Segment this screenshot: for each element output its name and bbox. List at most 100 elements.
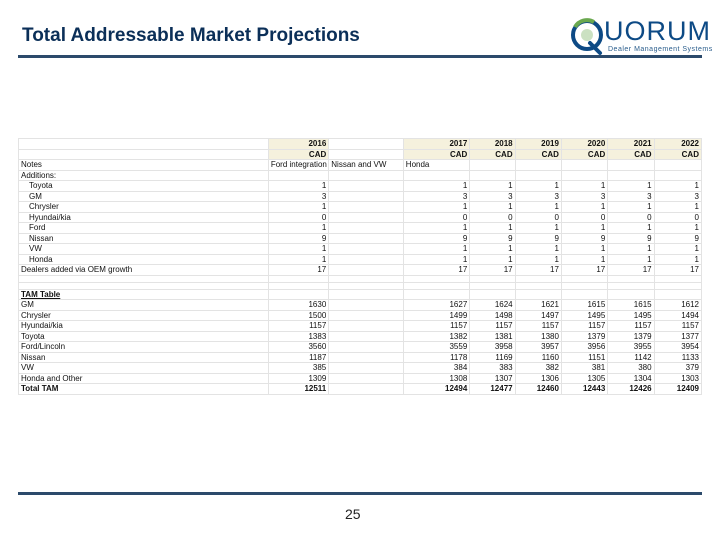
row-label: Chrysler <box>18 201 269 213</box>
additions-label-row: Additions: <box>18 169 703 181</box>
empty-cell <box>328 264 404 276</box>
empty-cell <box>328 281 404 290</box>
empty-cell <box>328 148 404 160</box>
empty-cell <box>607 281 655 290</box>
tam-row: Honda and Other 1309 1308 1307 1306 1305 1304 1… <box>18 372 703 384</box>
empty-cell <box>18 148 269 160</box>
value-cell: 1133 <box>653 351 703 363</box>
value-cell: 17 <box>653 264 703 276</box>
empty-cell <box>328 169 404 181</box>
value-cell: 1 <box>267 222 330 234</box>
additions-row: Chrysler 1 1 1 1 1 1 1 <box>18 201 703 213</box>
tam-row: VW 385 384 383 382 381 380 379 <box>18 362 703 374</box>
row-label: Notes <box>18 159 269 171</box>
value-cell: 1 <box>267 180 330 192</box>
value-cell: 1 <box>560 222 609 234</box>
value-cell: 1494 <box>653 309 703 321</box>
row-label: Ford <box>18 222 269 234</box>
value-cell: 1 <box>514 222 562 234</box>
value-cell: 1 <box>469 180 516 192</box>
year-header: 2020 <box>560 138 609 150</box>
additions-row: GM 3 3 3 3 3 3 3 <box>18 190 703 202</box>
value-cell: 1 <box>653 180 703 192</box>
row-label: Total TAM <box>18 383 269 395</box>
row-label: Additions: <box>18 169 269 181</box>
value-cell: 379 <box>653 362 703 374</box>
value-cell: 12511 <box>267 383 330 395</box>
empty-cell <box>328 341 404 353</box>
currency-header: CAD <box>267 148 330 160</box>
tam-row: Ford/Lincoln 3560 3559 3958 3957 3956 3955 3954 <box>18 341 703 353</box>
row-label: Dealers added via OEM growth <box>18 264 269 276</box>
value-cell: 3 <box>607 190 655 202</box>
value-cell: 1495 <box>560 309 609 321</box>
value-cell: 1157 <box>560 320 609 332</box>
value-cell: 0 <box>267 211 330 223</box>
value-cell: 1 <box>469 201 516 213</box>
value-cell: 1178 <box>402 351 471 363</box>
value-cell: 17 <box>267 264 330 276</box>
quorum-q-icon <box>571 18 603 55</box>
empty-cell <box>328 362 404 374</box>
year-header: 2021 <box>607 138 655 150</box>
empty-cell <box>514 288 562 300</box>
value-cell: 1615 <box>607 299 655 311</box>
spacer-row <box>18 281 703 290</box>
empty-cell <box>469 169 516 181</box>
value-cell: 1309 <box>267 372 330 384</box>
empty-cell <box>267 281 330 290</box>
value-cell: 12443 <box>560 383 609 395</box>
year-header: 2022 <box>653 138 703 150</box>
value-cell: 1 <box>653 253 703 265</box>
tam-label-row: TAM Table <box>18 288 703 300</box>
value-cell: 12494 <box>402 383 471 395</box>
value-cell: 3958 <box>469 341 516 353</box>
value-cell: 3 <box>402 190 471 202</box>
tam-row: Toyota 1383 1382 1381 1380 1379 1379 1377 <box>18 330 703 342</box>
value-cell: 1187 <box>267 351 330 363</box>
currency-header: CAD <box>402 148 471 160</box>
additions-row: Hyundai/kia 0 0 0 0 0 0 0 <box>18 211 703 223</box>
empty-cell <box>514 169 562 181</box>
value-cell: 1142 <box>607 351 655 363</box>
empty-cell <box>328 320 404 332</box>
value-cell: 3559 <box>402 341 471 353</box>
empty-cell <box>560 169 609 181</box>
logo-tagline: Dealer Management Systems <box>608 46 713 53</box>
value-cell: 381 <box>560 362 609 374</box>
empty-cell <box>328 288 404 300</box>
value-cell: 1379 <box>607 330 655 342</box>
currency-header: CAD <box>653 148 703 160</box>
quorum-logo: UORUM Dealer Management Systems <box>568 16 712 56</box>
empty-cell <box>18 281 269 290</box>
page-number: 25 <box>345 506 361 522</box>
value-cell: 1495 <box>607 309 655 321</box>
value-cell: 12477 <box>469 383 516 395</box>
empty-cell <box>653 159 703 171</box>
row-label: Nissan <box>18 351 269 363</box>
value-cell: 12426 <box>607 383 655 395</box>
value-cell: 9 <box>560 232 609 244</box>
value-cell: 3 <box>469 190 516 202</box>
value-cell: 1 <box>560 201 609 213</box>
header-rule <box>18 55 702 58</box>
value-cell: 1 <box>514 243 562 255</box>
value-cell: 3 <box>514 190 562 202</box>
value-cell: 1 <box>469 253 516 265</box>
value-cell: 1 <box>560 253 609 265</box>
empty-cell <box>560 159 609 171</box>
value-cell: 0 <box>402 211 471 223</box>
currency-header-row: CAD CAD CAD CAD CAD CAD CAD <box>18 148 703 160</box>
value-cell: 12460 <box>514 383 562 395</box>
value-cell: 1 <box>402 201 471 213</box>
value-cell: 9 <box>653 232 703 244</box>
empty-cell <box>328 190 404 202</box>
value-cell: 1 <box>514 180 562 192</box>
value-cell: 1 <box>267 243 330 255</box>
value-cell: 1381 <box>469 330 516 342</box>
dealers-added-row: Dealers added via OEM growth 17 17 17 17 17 17… <box>18 264 703 276</box>
section-label: TAM Table <box>18 288 269 300</box>
row-label: Hyundai/kia <box>18 211 269 223</box>
spacer-row <box>18 274 703 283</box>
empty-cell <box>607 169 655 181</box>
